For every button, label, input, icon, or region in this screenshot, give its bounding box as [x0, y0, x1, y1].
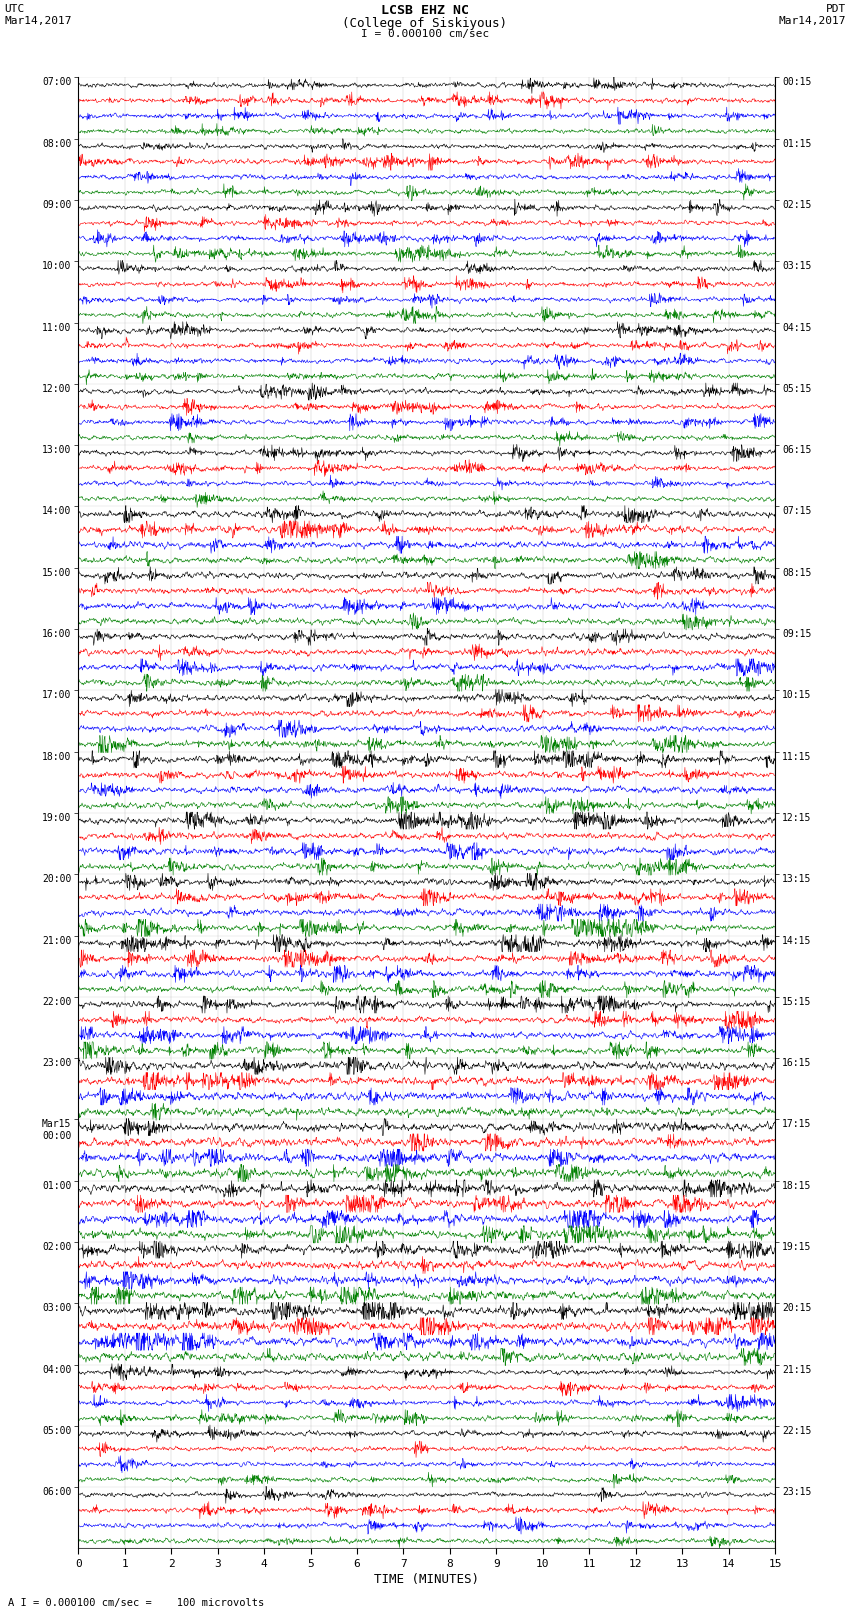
X-axis label: TIME (MINUTES): TIME (MINUTES): [374, 1573, 479, 1586]
Text: A I = 0.000100 cm/sec =    100 microvolts: A I = 0.000100 cm/sec = 100 microvolts: [8, 1598, 264, 1608]
Text: I = 0.000100 cm/sec: I = 0.000100 cm/sec: [361, 29, 489, 39]
Text: PDT: PDT: [825, 5, 846, 15]
Text: (College of Siskiyous): (College of Siskiyous): [343, 18, 507, 31]
Text: Mar14,2017: Mar14,2017: [779, 16, 846, 26]
Text: Mar14,2017: Mar14,2017: [4, 16, 71, 26]
Text: UTC: UTC: [4, 5, 25, 15]
Text: LCSB EHZ NC: LCSB EHZ NC: [381, 5, 469, 18]
